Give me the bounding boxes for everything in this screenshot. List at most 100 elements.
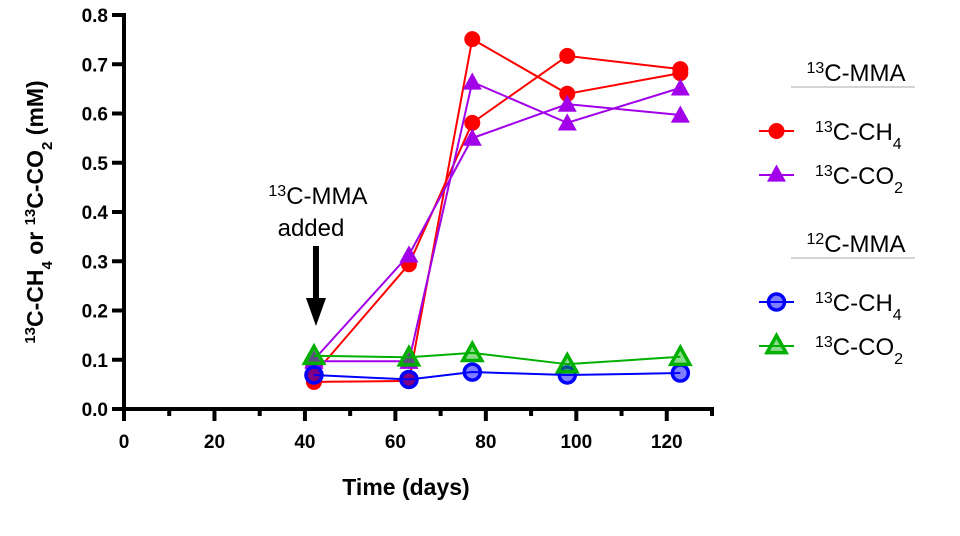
y-tick-label: 0.8 bbox=[82, 6, 108, 27]
series-line bbox=[313, 54, 681, 376]
annotation-arrow-head bbox=[305, 298, 326, 326]
legend-entry: 13C-CO2 bbox=[759, 163, 903, 197]
legend-circle-icon bbox=[768, 123, 785, 139]
y-axis-title-sup: 13 bbox=[22, 209, 39, 226]
series-3 bbox=[304, 94, 690, 368]
y-axis-title-text: 13C-CH4 or 13C-CO2 (mM) bbox=[22, 80, 56, 343]
legend-entry-text: C-CH bbox=[833, 119, 893, 146]
legend-group-title: 13C-MMA bbox=[806, 60, 905, 88]
legend-entry-sub: 4 bbox=[893, 307, 902, 324]
x-tick-label: 100 bbox=[560, 432, 592, 453]
y-tick-label: 0.2 bbox=[82, 302, 108, 323]
data-point bbox=[462, 362, 483, 382]
y-tick-label: 0.0 bbox=[82, 400, 108, 421]
annotation: 13C-MMA added bbox=[268, 183, 368, 326]
y-tick-label: 0.1 bbox=[82, 351, 109, 372]
x-tick-label: 60 bbox=[385, 432, 406, 453]
legend-entry: 13C-CH4 bbox=[759, 119, 902, 153]
series-5 bbox=[301, 339, 693, 374]
x-tick-label: 20 bbox=[204, 432, 225, 453]
x-tick-label: 0 bbox=[119, 432, 130, 453]
data-point bbox=[464, 31, 481, 48]
legend-entry-text: C-CO bbox=[833, 163, 894, 190]
legend-entry-sup: 13 bbox=[815, 290, 833, 307]
data-point bbox=[557, 113, 577, 131]
x-tick-label: 80 bbox=[475, 432, 496, 453]
legend-entry-sub: 4 bbox=[893, 136, 902, 153]
series-layer bbox=[301, 31, 693, 390]
legend-circle-icon bbox=[766, 292, 787, 312]
y-axis-title-sub: 2 bbox=[39, 142, 56, 150]
legend-entry-sub: 2 bbox=[894, 351, 903, 368]
annotation-text: C-MMA bbox=[286, 183, 367, 210]
legend-entry-sup: 13 bbox=[815, 163, 833, 180]
data-point bbox=[672, 61, 689, 78]
data-point bbox=[399, 245, 419, 263]
series-line bbox=[313, 371, 681, 381]
legend-title-text: C-MMA bbox=[824, 231, 905, 258]
annotation-sup: 13 bbox=[268, 183, 286, 200]
y-tick-label: 0.7 bbox=[82, 55, 108, 76]
y-axis-title-part: C-CO bbox=[22, 150, 48, 209]
data-point bbox=[670, 78, 690, 96]
data-point bbox=[464, 114, 481, 131]
axes: 0 20 40 60 80 100 120 0.0 0.1 0.2 0.3 0.4 0.5 0.6 0.7 0… bbox=[22, 6, 714, 500]
legend-entry-label: 13C-CH4 bbox=[815, 290, 902, 324]
y-axis-title: 13C-CH4 or 13C-CO2 (mM) bbox=[22, 80, 56, 343]
legend-entry-sup: 13 bbox=[815, 334, 833, 351]
legend-entry-label: 13C-CH4 bbox=[815, 119, 902, 153]
data-point bbox=[462, 72, 482, 90]
series-line bbox=[313, 80, 681, 363]
series-line bbox=[313, 37, 681, 383]
y-axis-title-part: C-CH bbox=[22, 270, 48, 328]
series-1 bbox=[305, 47, 689, 383]
data-point bbox=[557, 94, 577, 112]
legend-triangle-icon bbox=[764, 331, 789, 355]
legend-entry-text: C-CH bbox=[833, 290, 893, 317]
x-axis-title: Time (days) bbox=[342, 474, 469, 500]
legend-entry: 13C-CH4 bbox=[759, 290, 902, 324]
annotation-line2: added bbox=[278, 215, 345, 242]
data-point bbox=[667, 343, 693, 367]
y-axis-title-sup: 13 bbox=[22, 327, 39, 344]
legend-title-sup: 13 bbox=[806, 60, 824, 77]
legend-entry: 13C-CO2 bbox=[759, 331, 903, 368]
data-point bbox=[459, 339, 485, 363]
data-point bbox=[304, 365, 324, 385]
legend-title-text: C-MMA bbox=[824, 60, 905, 87]
y-axis-title-sub: 4 bbox=[39, 261, 56, 270]
series-2 bbox=[304, 72, 690, 369]
y-axis-title-part: or bbox=[22, 225, 48, 261]
data-point bbox=[399, 369, 419, 390]
legend-entry-label: 13C-CO2 bbox=[815, 334, 903, 368]
legend: 13C-MMA13C-CH413C-CO212C-MMA13C-CH413C-C… bbox=[759, 60, 915, 368]
series-line bbox=[313, 103, 681, 361]
data-point bbox=[670, 363, 691, 383]
data-point bbox=[396, 344, 422, 367]
y-axis-title-part: (mM) bbox=[22, 80, 48, 141]
data-point bbox=[301, 342, 327, 366]
y-tick-label: 0.4 bbox=[82, 203, 109, 224]
data-point bbox=[559, 47, 576, 64]
legend-entry-sup: 13 bbox=[815, 119, 833, 136]
series-0 bbox=[305, 31, 689, 390]
y-tick-label: 0.6 bbox=[82, 105, 108, 126]
legend-title-sup: 12 bbox=[806, 231, 824, 248]
legend-entry-sub: 2 bbox=[894, 180, 903, 197]
y-tick-label: 0.5 bbox=[82, 154, 109, 175]
x-tick-label: 120 bbox=[651, 432, 683, 453]
data-point bbox=[559, 85, 576, 102]
y-tick-label: 0.3 bbox=[82, 252, 108, 273]
data-point bbox=[554, 351, 580, 374]
legend-group-title: 12C-MMA bbox=[806, 231, 905, 259]
x-tick-label: 40 bbox=[294, 432, 315, 453]
annotation-line1: 13C-MMA bbox=[268, 183, 367, 211]
legend-triangle-icon bbox=[767, 164, 786, 182]
series-4 bbox=[304, 362, 691, 390]
legend-entry-text: C-CO bbox=[833, 334, 894, 361]
legend-entry-label: 13C-CO2 bbox=[815, 163, 903, 197]
series-line bbox=[313, 351, 681, 366]
